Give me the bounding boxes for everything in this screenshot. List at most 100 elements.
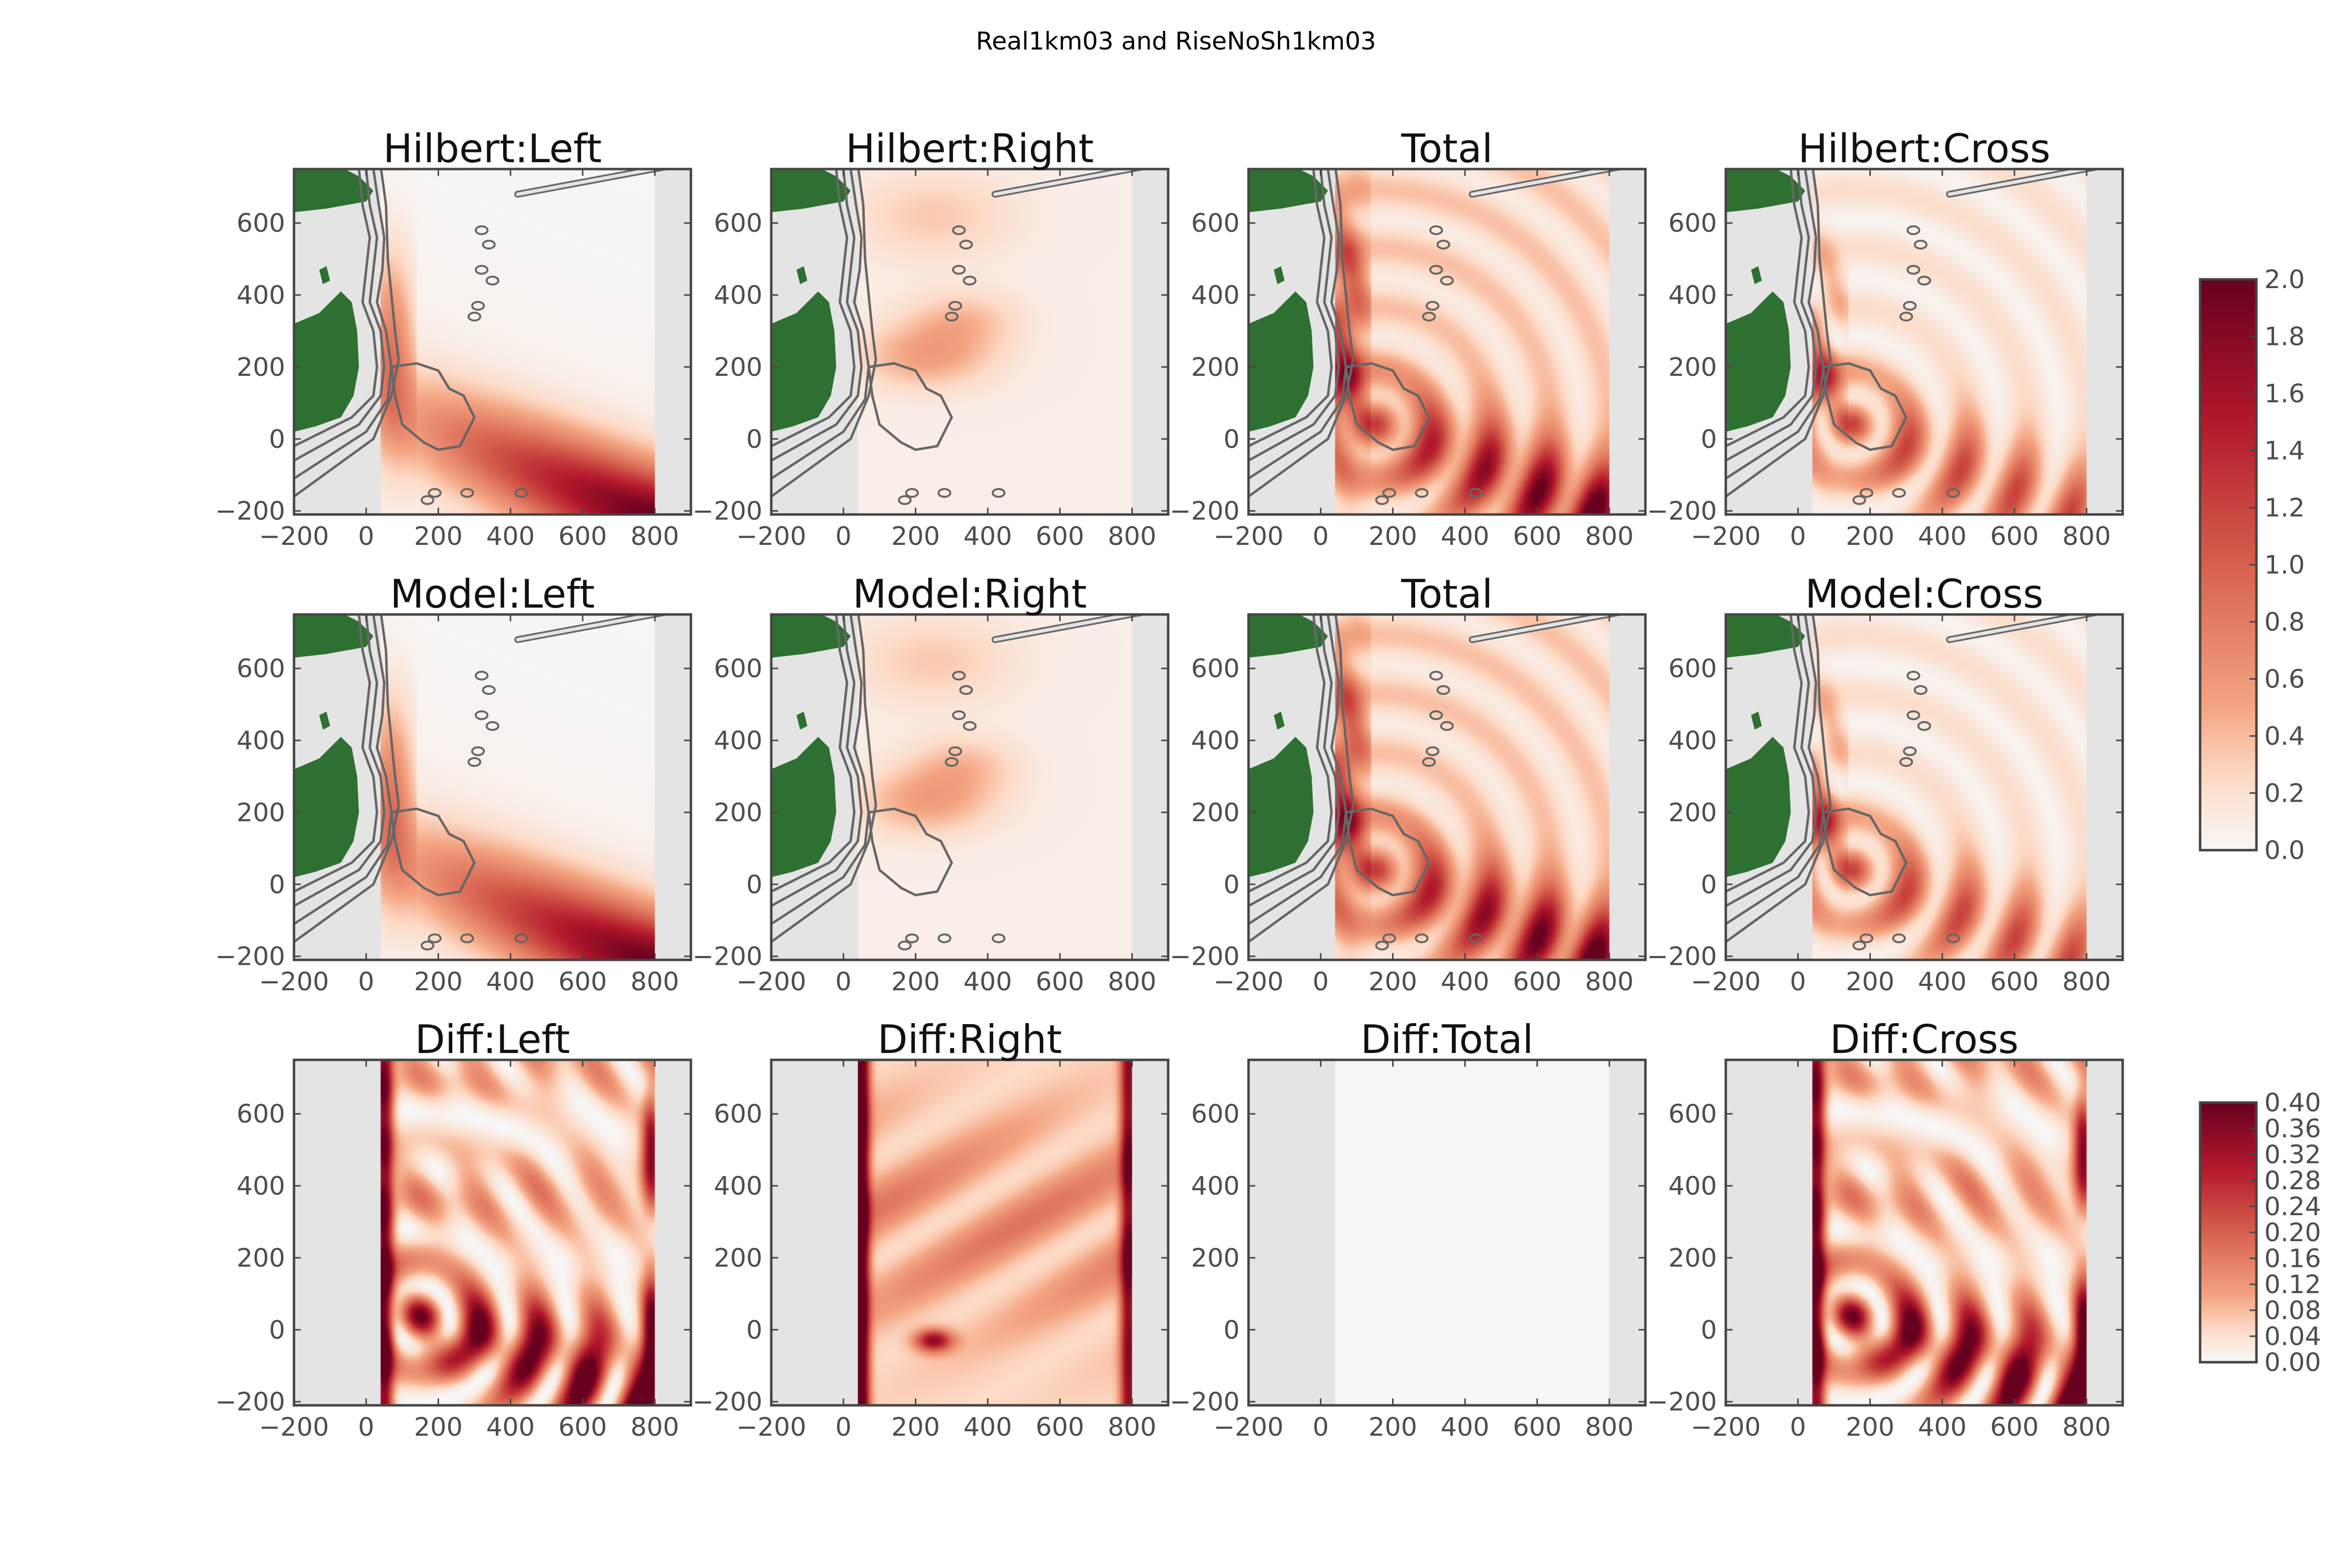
seamount-contour [1946, 933, 1960, 943]
x-tick-label: 600 [1990, 522, 2038, 551]
plateau-contour [867, 362, 953, 451]
y-tick-label: 600 [1668, 1100, 1717, 1129]
y-tick-label: −200 [692, 1388, 762, 1417]
y-tick-label: −200 [1170, 497, 1240, 526]
x-tick-label: 800 [1108, 967, 1156, 997]
seamount-contour [1906, 265, 1920, 275]
axes-frame [770, 613, 1170, 961]
seamount-contour [1860, 488, 1874, 498]
x-tick-label: 200 [414, 522, 463, 551]
x-tick-label: 200 [1369, 1413, 1417, 1442]
y-tick-label: 200 [1191, 353, 1240, 382]
y-tick-label: 400 [1191, 281, 1240, 310]
x-tick-label: −200 [736, 967, 807, 997]
colorbar-tick-label: 0.36 [2264, 1114, 2321, 1144]
x-tick-label: 400 [1441, 1413, 1489, 1442]
plateau-contour [390, 808, 476, 897]
y-tick-label: 0 [1224, 425, 1240, 454]
x-tick-label: 0 [835, 967, 852, 997]
y-tick-label: 200 [1191, 1244, 1240, 1273]
panel-title: Diff:Right [878, 1017, 1062, 1062]
bathymetry-contour [771, 614, 870, 925]
heatmap-field [858, 1060, 1132, 1405]
y-tick-label: 400 [237, 726, 285, 756]
heatmap-field [858, 169, 1132, 514]
colorbar-tick-label: 2.0 [2264, 265, 2305, 294]
x-tick-label: 800 [2062, 522, 2111, 551]
plateau-contour [867, 808, 953, 897]
x-tick-label: 400 [1918, 1413, 1966, 1442]
panel-title: Hilbert:Cross [1798, 126, 2050, 172]
y-tick-label: 400 [1668, 1172, 1717, 1201]
seamount-contour [1375, 940, 1389, 951]
bathymetry-contour [771, 169, 856, 447]
colorbar-tick-label: 0.32 [2264, 1140, 2321, 1170]
y-tick-label: 400 [714, 726, 762, 756]
bathymetry-contour [1249, 169, 1333, 447]
heatmap-field [380, 1060, 655, 1405]
heatmap-panel: −200 0 200 400 600 800 −200 0 200 400 600 Hilbert:C… [1647, 126, 2124, 551]
y-tick-label: 0 [269, 425, 285, 454]
seamount-contour [1436, 240, 1450, 250]
bathymetry-contour [294, 169, 378, 447]
seamount-contour [1913, 240, 1928, 250]
seamount-contour [948, 746, 962, 757]
y-tick-label: 400 [714, 281, 762, 310]
bathymetry-contour [294, 614, 400, 943]
y-tick-label: 200 [237, 1244, 285, 1273]
seamount-contour [1946, 488, 1960, 498]
seamount-contour [1913, 685, 1928, 695]
panel-title: Diff:Total [1361, 1017, 1534, 1062]
x-tick-label: 800 [1585, 522, 1634, 551]
heatmap-field [380, 169, 655, 514]
colorbar-tick-label: 1.4 [2264, 437, 2305, 466]
y-tick-label: 600 [237, 654, 285, 684]
colorbar-main: 0.0 0.2 0.4 0.6 0.8 1.0 1.2 1.4 1.6 1.8 2.0 [2199, 265, 2305, 865]
land-islet [319, 711, 330, 730]
plateau-contour [390, 362, 476, 451]
x-tick-label: 600 [1513, 967, 1561, 997]
x-tick-label: 800 [1108, 522, 1156, 551]
x-tick-label: 0 [1313, 522, 1329, 551]
colorbar-tick-label: 0.8 [2264, 608, 2305, 637]
seamount-contour [514, 933, 528, 943]
seamount-contour [1906, 670, 1920, 681]
colorbar-tick-label: 0.40 [2264, 1088, 2321, 1118]
x-tick-label: 800 [1108, 1413, 1156, 1442]
x-tick-label: 0 [1790, 1413, 1806, 1442]
seamount-contour [471, 301, 485, 311]
x-tick-label: 200 [414, 1413, 463, 1442]
y-tick-label: 0 [1224, 870, 1240, 900]
colorbar-tick-label: 0.04 [2264, 1322, 2321, 1351]
x-tick-label: 200 [1369, 967, 1417, 997]
y-tick-label: −200 [1170, 942, 1240, 972]
x-tick-label: 200 [1846, 522, 1894, 551]
heatmap-field [858, 614, 1132, 960]
y-tick-label: 200 [1668, 353, 1717, 382]
bathymetry-contour [294, 169, 400, 498]
panel-title: Total [1401, 126, 1493, 172]
seamount-contour [1852, 495, 1866, 505]
x-tick-label: 800 [2062, 1413, 2111, 1442]
panel-title: Hilbert:Right [846, 126, 1094, 172]
seamount-contour [1375, 495, 1389, 505]
heatmap-field [1335, 614, 1610, 960]
seamount-contour [952, 670, 966, 681]
land-west [294, 736, 359, 878]
land-islet [1274, 266, 1285, 284]
bathymetry-contour [294, 169, 386, 462]
land-west [294, 291, 359, 432]
seamount-contour [952, 225, 966, 235]
y-tick-label: 400 [237, 281, 285, 310]
colorbar-tick-label: 0.16 [2264, 1244, 2321, 1274]
colorbar-tick-label: 0.20 [2264, 1218, 2321, 1248]
heatmap-panel: −200 0 200 400 600 800 −200 0 200 400 600 Hilbert:L… [215, 126, 692, 551]
x-tick-label: 400 [1441, 967, 1489, 997]
seamount-contour [1860, 933, 1874, 943]
x-tick-label: 200 [891, 522, 940, 551]
bathymetry-contour [1726, 169, 1817, 462]
plateau-contour [1345, 362, 1430, 451]
x-tick-label: 0 [1790, 522, 1806, 551]
seamount-contour [898, 495, 912, 505]
y-tick-label: 200 [1668, 1244, 1717, 1273]
